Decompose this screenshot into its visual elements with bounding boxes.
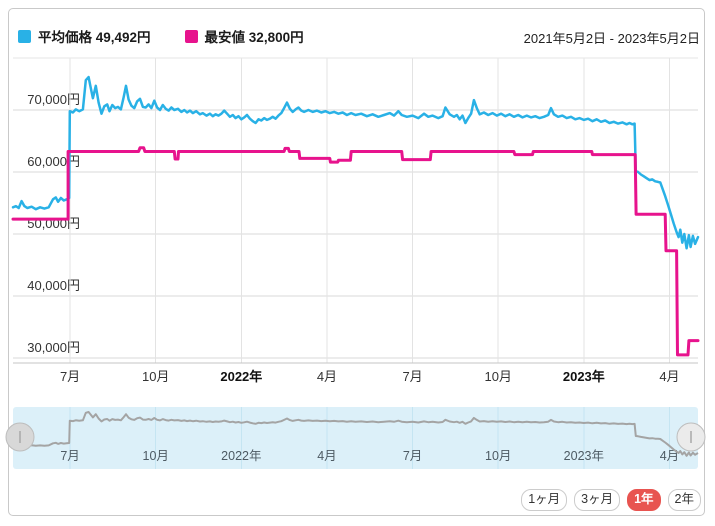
x-axis-label: 10月 [142, 369, 169, 384]
average-price-line [11, 75, 700, 250]
y-axis-label: 60,000円 [27, 154, 80, 169]
date-range-label: 2021年5月2日 - 2023年5月2日 [523, 31, 700, 46]
y-axis-label: 30,000円 [27, 340, 80, 355]
navigator-axis-label: 10月 [485, 449, 511, 463]
legend-average-label: 平均価格 49,492円 [38, 30, 151, 45]
navigator-axis-label: 2022年 [221, 449, 261, 463]
lowest-price-line [11, 146, 700, 357]
navigator-axis-label: 4月 [660, 449, 679, 463]
navigator-axis-label: 7月 [60, 449, 79, 463]
navigator-axis-label: 2023年 [564, 449, 604, 463]
x-axis-label: 7月 [60, 369, 80, 384]
y-axis-label: 40,000円 [27, 278, 80, 293]
range-buttons: 1ヶ月 3ヶ月 1年 2年 [521, 489, 701, 511]
lowest-price-swatch-icon [184, 29, 198, 43]
navigator-axis-label: 4月 [317, 449, 336, 463]
x-axis-label: 7月 [402, 369, 422, 384]
x-axis-label: 4月 [659, 369, 679, 384]
legend-item-lowest: 最安値 32,800円 [184, 26, 304, 46]
range-button-1year[interactable]: 1年 [627, 489, 661, 511]
navigator-axis-label: 10月 [143, 449, 169, 463]
legend-item-average: 平均価格 49,492円 [18, 26, 151, 46]
range-button-3months[interactable]: 3ヶ月 [574, 489, 621, 511]
x-axis-label: 4月 [317, 369, 337, 384]
x-axis-label: 2023年 [563, 369, 605, 384]
y-axis-label: 70,000円 [27, 92, 80, 107]
legend-lowest-label: 最安値 32,800円 [204, 30, 304, 45]
x-axis-label: 2022年 [220, 369, 262, 384]
range-button-1month[interactable]: 1ヶ月 [521, 489, 568, 511]
average-price-swatch-icon [18, 29, 31, 43]
navigator-line [12, 411, 699, 457]
range-button-2years[interactable]: 2年 [667, 489, 701, 511]
navigator-axis-label: 7月 [403, 449, 422, 463]
x-axis-label: 10月 [484, 369, 511, 384]
legend: 平均価格 49,492円 最安値 32,800円 [18, 26, 304, 46]
